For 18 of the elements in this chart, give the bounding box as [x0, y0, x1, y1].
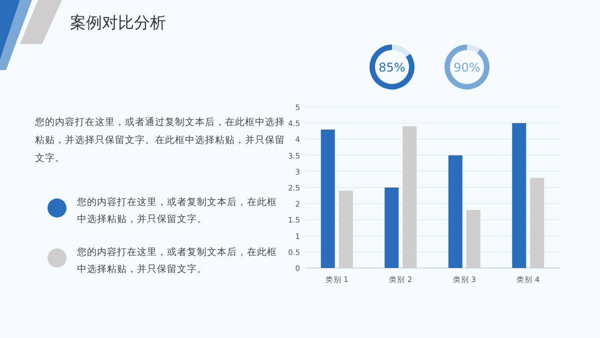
- donut-slice: [370, 44, 414, 90]
- bar: [466, 210, 480, 268]
- bar: [530, 178, 544, 268]
- bar: [320, 130, 335, 268]
- donut-slice: [392, 44, 410, 58]
- bar: [338, 190, 353, 268]
- text: 案例对比分析: [70, 13, 166, 32]
- bar: [402, 126, 417, 268]
- donut-slice: [444, 44, 490, 90]
- text: 90%: [454, 60, 480, 74]
- text: 85%: [378, 60, 406, 74]
- bar: [512, 123, 526, 268]
- bar: [448, 155, 462, 268]
- legend-label: 您的内容打在这里，或者复制文本后，在此框中选择粘贴，并只保留文字。: [76, 196, 277, 225]
- donut-slice: [467, 44, 480, 54]
- legend-label: 您的内容打在这里，或者复制文本后，在此框中选择粘贴，并只保留文字。: [76, 246, 277, 275]
- text: 您的内容打在这里，或者通过复制文本后，在此框中选择粘贴，并选择只保留文字。在此框中选择粘贴，并只保留文字。: [34, 116, 285, 164]
- bar: [384, 188, 399, 268]
